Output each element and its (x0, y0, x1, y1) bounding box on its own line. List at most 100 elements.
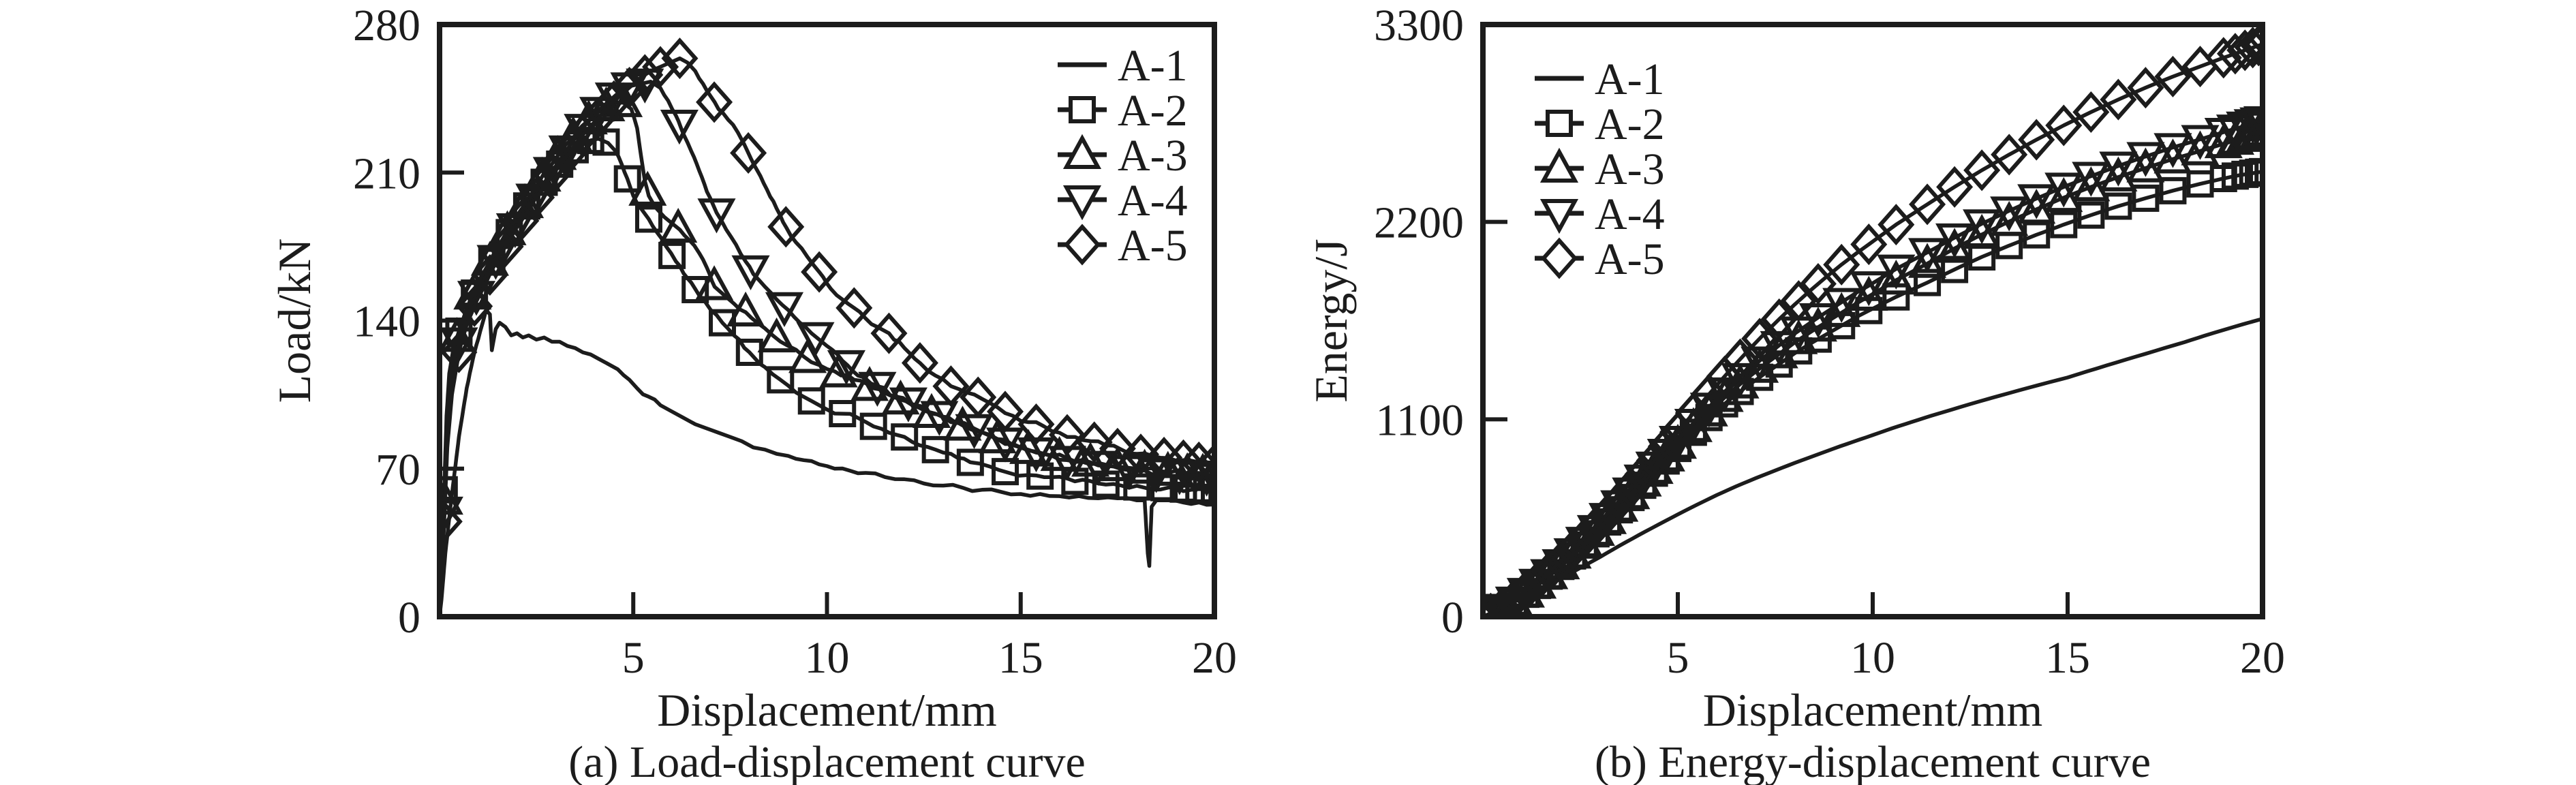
legend-label: A-1 (1118, 41, 1188, 91)
triangle-up-marker-icon (2099, 156, 2138, 191)
tick-marks-a (442, 170, 1023, 614)
diamond-marker-icon (626, 54, 664, 96)
triangle-down-marker-icon (1798, 303, 1837, 339)
square-marker-icon (1201, 476, 1214, 504)
legend-label: A-2 (1118, 86, 1188, 136)
diamond-marker-icon (1636, 440, 1673, 482)
triangle-down-marker-icon (2215, 114, 2255, 150)
plot-area-b (1483, 25, 2263, 617)
square-marker-icon (2209, 164, 2237, 192)
legend-item-A-2: A-2 (1535, 99, 1665, 149)
triangle-down-marker-icon (1760, 330, 1798, 367)
triangle-up-marker-icon (2017, 188, 2056, 224)
series-A-5-markers (440, 37, 1214, 542)
diamond-marker-icon (1554, 529, 1591, 571)
diamond-marker-icon (2072, 91, 2110, 134)
triangle-down-marker-icon (765, 292, 804, 328)
triangle-down-marker-icon (731, 255, 770, 290)
triangle-down-marker-icon (660, 110, 699, 145)
square-marker-icon (735, 339, 763, 367)
diamond-marker-icon (2205, 37, 2242, 79)
x-axis-title: Displacement/mm (1703, 684, 2043, 736)
triangle-up-marker-icon (726, 291, 765, 327)
triangle-up-marker-icon (912, 392, 951, 429)
diamond-marker-icon (932, 365, 970, 407)
diamond-marker-icon (661, 37, 699, 80)
legend-label: A-5 (1595, 234, 1665, 284)
series-A-1-line (1483, 317, 2263, 617)
legend-label: A-3 (1118, 131, 1188, 181)
triangle-down-marker-icon (1877, 254, 1916, 290)
triangle-down-marker-icon (1935, 223, 1974, 259)
y-tick-label: 140 (353, 297, 420, 347)
legend-marker-triangle-up-icon (1539, 147, 1579, 183)
y-tick-label: 210 (353, 149, 420, 198)
square-marker-icon (2159, 176, 2187, 204)
legend-item-A-1: A-1 (1058, 41, 1188, 91)
square-marker-icon (592, 128, 620, 156)
square-marker-icon (1914, 268, 1942, 296)
triangle-down-marker-icon (1963, 209, 2002, 245)
diamond-marker-icon (835, 287, 873, 329)
diamond-marker-icon (1589, 493, 1627, 535)
diamond-marker-icon (1507, 570, 1544, 612)
triangle-down-marker-icon (697, 198, 736, 234)
legend-marker-diamond-icon (1063, 224, 1101, 266)
diamond-marker-icon (1099, 427, 1136, 470)
y-tick-label: 0 (398, 593, 420, 643)
diamond-marker-icon (1165, 439, 1202, 481)
square-marker-icon (2186, 170, 2214, 198)
square-marker-icon (1882, 283, 1910, 311)
diamond-marker-icon (2127, 67, 2164, 109)
triangle-up-marker-icon (1877, 260, 1916, 295)
legend-label: A-2 (1595, 99, 1665, 149)
triangle-up-marker-icon (978, 418, 1017, 454)
triangle-down-marker-icon (1990, 196, 2029, 232)
triangle-up-marker-icon (881, 379, 920, 415)
triangle-down-marker-icon (858, 371, 897, 407)
diamond-marker-icon (2154, 55, 2192, 97)
legend-label: A-3 (1595, 144, 1665, 194)
triangle-down-marker-icon (955, 414, 994, 450)
triangle-down-marker-icon (796, 322, 835, 358)
diamond-marker-icon (1799, 262, 1837, 305)
triangle-down-marker-icon (2044, 172, 2083, 208)
square-marker-icon (797, 387, 825, 415)
diamond-marker-icon (2240, 25, 2263, 67)
square-marker-icon (658, 241, 686, 269)
triangle-down-marker-icon (2017, 184, 2056, 219)
diamond-marker-icon (2226, 29, 2263, 72)
y-tick-label: 280 (353, 1, 420, 50)
y-tick-label: 1100 (1375, 395, 1464, 445)
diamond-marker-icon (1565, 517, 1603, 559)
triangle-up-marker-icon (2153, 138, 2192, 174)
legend-label: A-5 (1118, 221, 1188, 271)
triangle-down-marker-icon (2153, 133, 2192, 168)
diamond-marker-icon (456, 285, 493, 327)
square-marker-icon (2050, 211, 2078, 238)
diamond-marker-icon (2243, 25, 2263, 65)
caption-b: (b) Energy-displacement curve (1595, 737, 2151, 785)
x-tick-label: 10 (1850, 633, 1895, 683)
diamond-marker-icon (2045, 104, 2083, 147)
diamond-marker-icon (1647, 425, 1685, 467)
legend-marker-square-icon (1546, 110, 1573, 137)
chart-b: 0 1100 2200 3300 5 10 15 20 Displacement/mm Energ… (1305, 1, 2285, 785)
triangle-down-marker-icon (920, 401, 959, 436)
triangle-down-marker-icon (2099, 151, 2138, 187)
square-marker-icon (709, 309, 737, 337)
diamond-marker-icon (901, 342, 938, 384)
y-tick-label: 70 (375, 445, 420, 495)
plot-frame-a (437, 22, 1217, 619)
legend-marker-triangle-down-icon (1062, 185, 1102, 221)
diamond-marker-icon (987, 390, 1024, 433)
legend-item-A-1: A-1 (1535, 55, 1665, 104)
diamond-marker-icon (1495, 579, 1533, 617)
plot-frame-b (1480, 22, 2265, 619)
x-tick-label: 15 (998, 633, 1043, 683)
square-marker-icon (956, 448, 984, 476)
x-tick-label: 5 (622, 633, 645, 683)
diamond-marker-icon (1048, 414, 1086, 456)
